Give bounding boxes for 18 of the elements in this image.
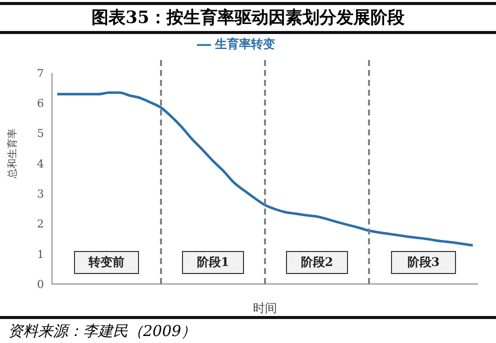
y-tick-label: 4	[37, 157, 44, 170]
annotation: 阶段2	[286, 251, 348, 274]
y-tick-label: 6	[37, 97, 44, 110]
y-tick-label: 2	[37, 218, 44, 231]
y-tick-label: 0	[37, 278, 44, 291]
annotation: 阶段1	[182, 251, 244, 274]
y-axis-title: 总和生育率	[6, 128, 19, 180]
y-tick-label: 3	[37, 187, 44, 200]
legend-label: 生育率转变	[215, 37, 275, 51]
y-tick-label: 7	[37, 66, 44, 80]
chart-title: 图表35：按生育率驱动因素划分发展阶段	[0, 2, 496, 34]
text: 资料来源：李建民（2009）	[7, 322, 198, 341]
x-axis-title: 时间	[253, 301, 277, 315]
y-tick-label: 5	[37, 127, 44, 140]
annotation: 阶段3	[390, 251, 456, 274]
annotation: 转变前	[74, 251, 140, 274]
line-series	[56, 91, 474, 247]
y-tick-label: 1	[37, 248, 44, 261]
